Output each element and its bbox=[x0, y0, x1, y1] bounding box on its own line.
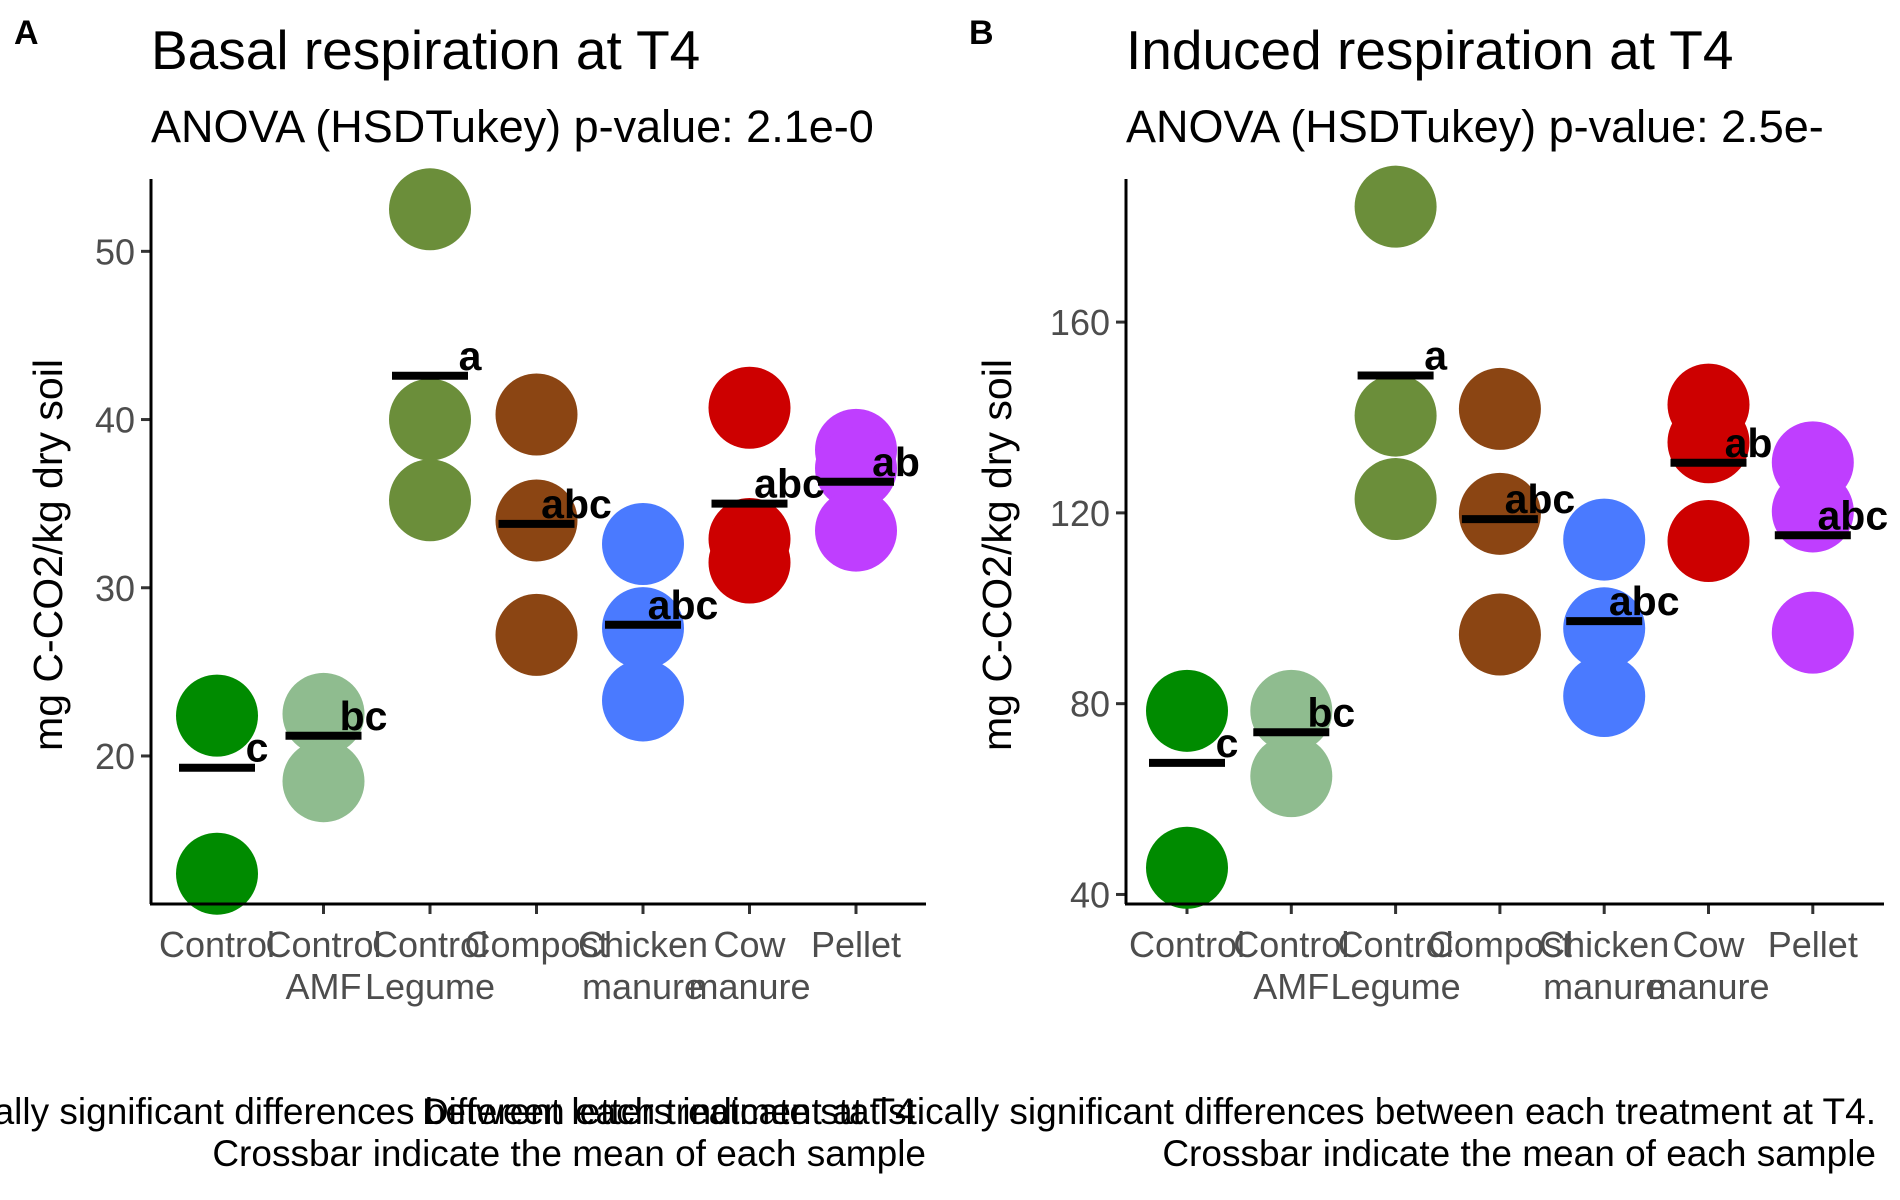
data-point bbox=[176, 674, 258, 757]
data-point bbox=[1146, 826, 1228, 909]
significance-letter: a bbox=[1424, 333, 1448, 379]
x-tick-label: AMF bbox=[1253, 966, 1329, 1007]
x-tick-label: Cow bbox=[713, 924, 786, 965]
x-tick-label: manure bbox=[582, 966, 704, 1007]
y-tick-label: 160 bbox=[1050, 302, 1110, 343]
data-point bbox=[389, 378, 471, 461]
data-point bbox=[815, 489, 897, 572]
data-point bbox=[602, 659, 684, 742]
significance-letter: abc bbox=[754, 461, 825, 507]
x-tick-label: Control bbox=[265, 924, 381, 965]
significance-letter: bc bbox=[1307, 689, 1355, 735]
x-axis-ticks-b: ControlControlAMFControlLegumeCompostChi… bbox=[1129, 904, 1858, 1007]
y-tick-label: 40 bbox=[95, 400, 135, 441]
y-axis-label-a: mg C-CO2/kg dry soil bbox=[25, 359, 71, 751]
x-tick-label: manure bbox=[1543, 966, 1665, 1007]
x-tick-label: AMF bbox=[286, 966, 362, 1007]
caption-a: Different letters indicate statistically… bbox=[0, 1091, 926, 1174]
significance-letter: abc bbox=[541, 481, 612, 527]
significance-letter: a bbox=[459, 333, 483, 379]
data-point bbox=[495, 593, 578, 676]
mean-crossbars-b bbox=[1149, 371, 1851, 767]
y-tick-label: 50 bbox=[95, 231, 135, 272]
data-point bbox=[1771, 591, 1854, 674]
y-tick-label: 30 bbox=[95, 568, 135, 609]
x-tick-label: Legume bbox=[365, 966, 495, 1007]
data-point bbox=[1563, 587, 1646, 670]
x-axis-ticks-a: ControlControlAMFControlLegumeCompostChi… bbox=[159, 904, 901, 1007]
data-point bbox=[602, 503, 684, 586]
x-tick-label: Pellet bbox=[811, 924, 901, 965]
data-point bbox=[1250, 735, 1333, 818]
caption-line-2-a: Crossbar indicate the mean of each sampl… bbox=[212, 1133, 926, 1174]
x-tick-label: Control bbox=[159, 924, 275, 965]
y-axis-label-b: mg C-CO2/kg dry soil bbox=[974, 359, 1020, 751]
panel-a: A Basal respiration at T4 ANOVA (HSDTuke… bbox=[14, 14, 926, 1007]
x-tick-label: Control bbox=[1338, 924, 1454, 965]
y-axis-ticks-a: 20 30 40 50 bbox=[95, 231, 151, 777]
data-point bbox=[282, 740, 365, 823]
y-tick-label: 120 bbox=[1050, 493, 1110, 534]
x-tick-label: Compost bbox=[1428, 924, 1572, 965]
data-point bbox=[1563, 498, 1646, 581]
x-tick-label: Pellet bbox=[1768, 924, 1858, 965]
data-points-b bbox=[1146, 165, 1854, 909]
chart-title-a: Basal respiration at T4 bbox=[151, 19, 700, 81]
data-point bbox=[495, 373, 578, 456]
data-point bbox=[1458, 593, 1541, 676]
caption-line-1-b: Different letters indicate statistically… bbox=[422, 1091, 1876, 1132]
data-point bbox=[815, 427, 897, 510]
x-tick-label: Chicken bbox=[578, 924, 708, 965]
data-points-a bbox=[176, 168, 897, 915]
caption-b: Different letters indicate statistically… bbox=[422, 1091, 1876, 1174]
significance-letter: abc bbox=[1505, 476, 1576, 522]
data-point bbox=[176, 832, 258, 915]
x-tick-label: Legume bbox=[1331, 966, 1461, 1007]
chart-subtitle-b: ANOVA (HSDTukey) p-value: 2.5e- bbox=[1126, 101, 1824, 152]
panel-tag-a: A bbox=[14, 14, 39, 52]
y-tick-label: 80 bbox=[1070, 684, 1110, 725]
x-tick-label: Control bbox=[1129, 924, 1245, 965]
y-axis-ticks-b: 40 80 120 160 bbox=[1050, 302, 1126, 915]
data-point bbox=[1354, 458, 1437, 541]
significance-letters-a: c bc a abc abc abc ab bbox=[246, 333, 920, 771]
panel-b: B Induced respiration at T4 ANOVA (HSDTu… bbox=[969, 14, 1888, 1007]
x-tick-label: Chicken bbox=[1539, 924, 1669, 965]
significance-letter: bc bbox=[340, 693, 388, 739]
significance-letter: ab bbox=[872, 439, 920, 485]
caption-line-2-b: Crossbar indicate the mean of each sampl… bbox=[1162, 1133, 1876, 1174]
data-point bbox=[708, 366, 791, 449]
mean-crossbars-a bbox=[179, 371, 894, 772]
chart-title-b: Induced respiration at T4 bbox=[1126, 19, 1733, 81]
significance-letter: abc bbox=[1609, 578, 1680, 624]
data-point bbox=[389, 168, 471, 251]
significance-letter: ab bbox=[1725, 420, 1773, 466]
caption-line-1-a: Different letters indicate statistically… bbox=[0, 1091, 926, 1132]
x-tick-label: manure bbox=[1647, 966, 1769, 1007]
data-point bbox=[1458, 472, 1541, 555]
data-point bbox=[708, 521, 791, 604]
significance-letter: c bbox=[1216, 720, 1239, 766]
panel-tag-b: B bbox=[969, 14, 994, 52]
data-point bbox=[1354, 165, 1437, 248]
y-tick-label: 40 bbox=[1070, 874, 1110, 915]
x-tick-label: manure bbox=[688, 966, 810, 1007]
significance-letter: c bbox=[246, 725, 269, 771]
data-point bbox=[1458, 367, 1541, 450]
x-tick-label: Control bbox=[372, 924, 488, 965]
data-point bbox=[1667, 500, 1750, 583]
x-tick-label: Control bbox=[1233, 924, 1349, 965]
data-point bbox=[1354, 374, 1437, 457]
chart-subtitle-a: ANOVA (HSDTukey) p-value: 2.1e-0 bbox=[151, 101, 874, 152]
x-tick-label: Cow bbox=[1672, 924, 1745, 965]
x-tick-label: Compost bbox=[464, 924, 608, 965]
data-point bbox=[1563, 655, 1646, 738]
y-tick-label: 20 bbox=[95, 736, 135, 777]
significance-letter: abc bbox=[1817, 492, 1888, 538]
significance-letter: abc bbox=[648, 582, 719, 628]
data-point bbox=[389, 459, 471, 542]
data-point bbox=[1146, 669, 1228, 752]
